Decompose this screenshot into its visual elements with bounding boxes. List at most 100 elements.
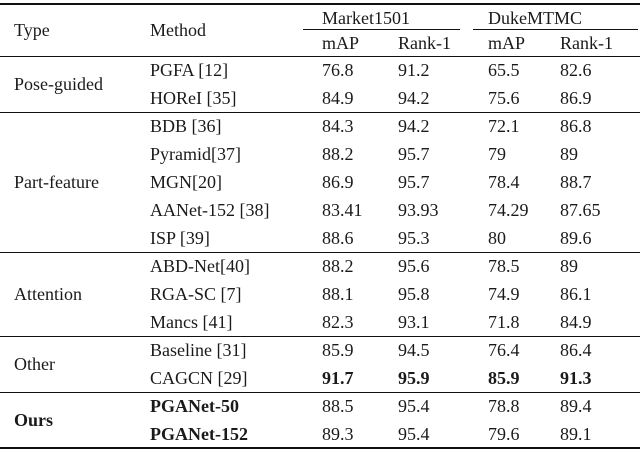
column-header-market-rank1: Rank-1 (398, 32, 451, 53)
value-cell: 93.93 (398, 200, 439, 220)
value-cell: 86.9 (560, 87, 592, 108)
group-label-dukemtmc: DukeMTMC (488, 7, 583, 28)
value-cell: 88.1 (322, 284, 354, 304)
value-cell: 89.4 (548, 391, 640, 420)
table-row: Ours PGANet-50 88.5 95.4 78.8 89.4 (0, 391, 640, 448)
value-cell: 78.8 (476, 391, 549, 420)
value-cell: 95.4 (386, 391, 477, 420)
value-cell: 86.4 (548, 335, 640, 364)
method-cell: CAGCN [29] (150, 367, 248, 388)
method-cell: PGANet-152 (150, 423, 248, 444)
table-row: RGA-SC [7] 88.1 95.8 74.9 86.1 (0, 280, 640, 308)
column-group-market1501: Market1501 (303, 4, 476, 30)
table-row: ISP [39] 88.6 95.3 80 89.6 (0, 224, 640, 252)
type-cell: Other (0, 335, 140, 392)
value-cell: 78.4 (488, 172, 520, 192)
value-cell: 72.1 (476, 111, 549, 140)
column-header-market-map: mAP (322, 32, 360, 53)
value-cell: 65.5 (488, 60, 520, 81)
results-table: Type Method Market1501 DukeMTMC mAP Rank… (0, 3, 640, 449)
method-cell: HOReI [35] (150, 87, 237, 108)
method-cell: RGA-SC [7] (150, 284, 242, 304)
table-row: AANet-152 [38] 83.41 93.93 74.29 87.65 (0, 196, 640, 224)
cmidrule-dukemtmc (473, 29, 639, 30)
value-cell: 91.3 (560, 367, 592, 388)
value-cell: 88.6 (322, 227, 354, 248)
value-cell: 86.1 (560, 284, 592, 304)
table-body: Pose-guided PGFA [12] 76.8 91.2 65.5 82.6 HORe… (0, 56, 640, 448)
column-header-duke-rank1: Rank-1 (560, 32, 614, 53)
value-cell: 76.8 (322, 60, 354, 81)
header-row-groups: Type Method Market1501 DukeMTMC (0, 4, 640, 39)
value-cell: 95.7 (398, 172, 430, 192)
method-cell: PGFA [12] (150, 60, 229, 81)
method-cell: ABD-Net[40] (140, 251, 310, 280)
value-cell: 89.3 (322, 423, 354, 444)
type-cell: Attention (0, 251, 140, 336)
value-cell: 82.6 (560, 60, 592, 81)
table-row: PGANet-152 89.3 95.4 79.6 89.1 (0, 420, 640, 448)
column-group-dukemtmc: DukeMTMC (473, 4, 640, 30)
value-cell: 88.2 (310, 251, 386, 280)
value-cell: 84.9 (322, 87, 354, 108)
value-cell: 89.1 (560, 423, 592, 444)
value-cell: 76.4 (476, 335, 549, 364)
value-cell: 71.8 (488, 311, 520, 332)
value-cell: 79.6 (488, 423, 520, 444)
value-cell: 88.5 (310, 391, 386, 420)
value-cell: 94.5 (386, 335, 477, 364)
header-row-metrics: mAP Rank-1 mAP Rank-1 (0, 30, 640, 56)
value-cell: 95.6 (386, 251, 477, 280)
value-cell: 95.9 (398, 367, 430, 388)
column-header-duke-map: mAP (488, 32, 526, 53)
type-cell: Part-feature (0, 111, 140, 252)
value-cell: 95.7 (398, 144, 430, 164)
type-cell: Ours (0, 391, 140, 448)
value-cell: 80 (488, 227, 507, 248)
value-cell: 74.9 (488, 284, 520, 304)
table-row: MGN[20] 86.9 95.7 78.4 88.7 (0, 168, 640, 196)
value-cell: 95.4 (398, 423, 430, 444)
value-cell: 94.2 (386, 111, 477, 140)
value-cell: 89 (560, 144, 579, 164)
table-row: Pyramid[37] 88.2 95.7 79 89 (0, 140, 640, 168)
value-cell: 84.3 (310, 111, 386, 140)
value-cell: 83.41 (322, 200, 363, 220)
method-cell: AANet-152 [38] (150, 200, 270, 220)
table-row: Part-feature BDB [36] 84.3 94.2 72.1 86.8 (0, 111, 640, 252)
value-cell: 75.6 (488, 87, 520, 108)
method-cell: Pyramid[37] (150, 144, 241, 164)
table-row: Attention ABD-Net[40] 88.2 95.6 78.5 89 (0, 251, 640, 336)
value-cell: 93.1 (398, 311, 430, 332)
method-cell: PGANet-50 (140, 391, 310, 420)
value-cell: 82.3 (322, 311, 354, 332)
type-cell: Pose-guided (14, 74, 103, 94)
table-row: Other Baseline [31] 85.9 94.5 76.4 86.4 (0, 335, 640, 392)
cmidrule-market1501 (303, 29, 461, 30)
method-cell: Baseline [31] (140, 335, 310, 364)
value-cell: 94.2 (398, 87, 430, 108)
value-cell: 85.9 (488, 367, 520, 388)
value-cell: 89 (548, 251, 640, 280)
table-row: Mancs [41] 82.3 93.1 71.8 84.9 (0, 308, 640, 336)
value-cell: 74.29 (488, 200, 529, 220)
group-label-market1501: Market1501 (322, 7, 410, 28)
table-header: Type Method Market1501 DukeMTMC mAP Rank… (0, 4, 640, 56)
column-header-method: Method (150, 20, 206, 41)
method-cell: MGN[20] (150, 172, 222, 192)
value-cell: 88.2 (322, 144, 354, 164)
value-cell: 95.8 (398, 284, 430, 304)
column-header-type: Type (14, 20, 50, 41)
value-cell: 91.7 (322, 367, 354, 388)
method-cell: Mancs [41] (150, 311, 233, 332)
value-cell: 85.9 (310, 335, 386, 364)
method-cell: BDB [36] (140, 111, 310, 140)
method-cell: ISP [39] (150, 227, 210, 248)
value-cell: 89.6 (560, 227, 592, 248)
value-cell: 91.2 (398, 60, 430, 81)
value-cell: 84.9 (560, 311, 592, 332)
value-cell: 95.3 (398, 227, 430, 248)
value-cell: 86.9 (322, 172, 354, 192)
value-cell: 87.65 (560, 200, 601, 220)
